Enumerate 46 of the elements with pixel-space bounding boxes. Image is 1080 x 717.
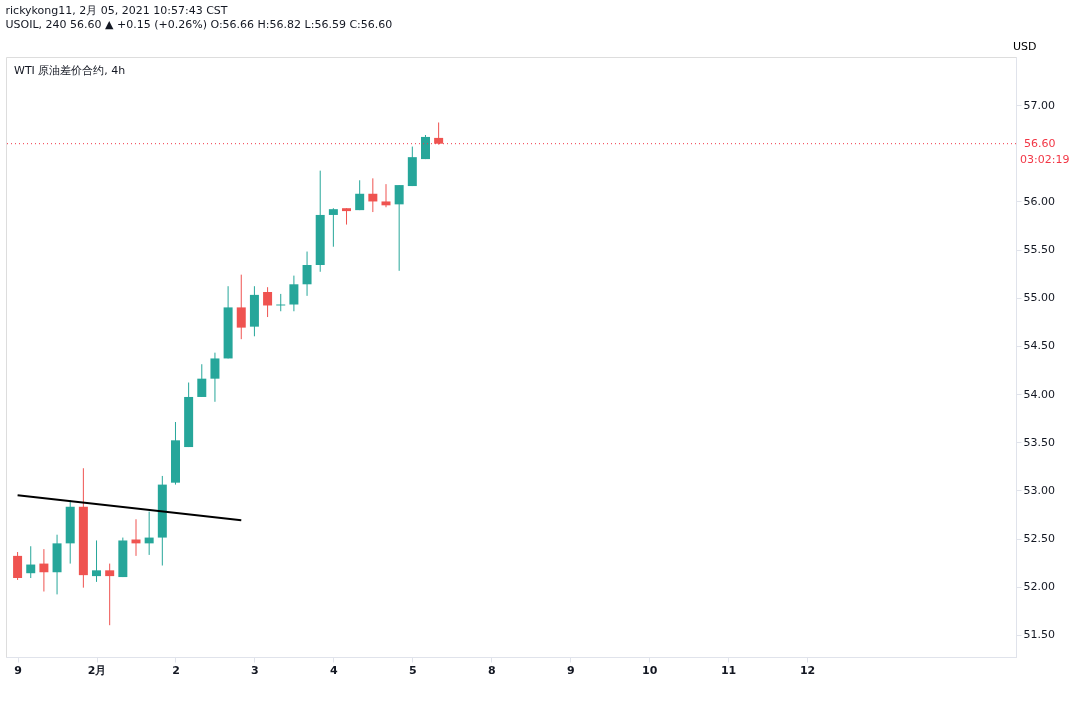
y-tick-label: 52.00 xyxy=(1023,580,1055,594)
x-tick-label: 5 xyxy=(408,663,417,677)
y-tick-label: 53.00 xyxy=(1023,483,1055,497)
chart-title: rickykong11, 2月 05, 2021 10:57:43 CST xyxy=(5,4,228,17)
candlestick xyxy=(39,548,49,593)
x-tick-label: 12 xyxy=(799,663,816,677)
x-tick-label: 2月 xyxy=(87,663,107,677)
annotation: WTI 原油差价合约, 4h xyxy=(14,64,126,77)
y-tick-label: 53.50 xyxy=(1023,435,1055,449)
x-tick-label: 11 xyxy=(720,663,737,677)
x-tick-label: 9 xyxy=(14,663,22,677)
ref-line-label: 56.60 xyxy=(1024,136,1056,150)
candlestick xyxy=(92,539,102,583)
candlestick xyxy=(13,551,23,581)
y-tick-label: 56.00 xyxy=(1023,194,1055,208)
text: 03:02:19 xyxy=(1020,152,1070,166)
candlestick xyxy=(420,134,430,160)
candlestick xyxy=(197,363,207,398)
candlestick xyxy=(302,251,312,297)
candlestick xyxy=(355,179,365,211)
y-tick-label: 55.50 xyxy=(1023,243,1055,257)
y-tick-label: 54.50 xyxy=(1023,339,1055,353)
candlestick xyxy=(289,275,299,312)
y-tick-label: 51.50 xyxy=(1023,628,1055,642)
candlestick xyxy=(263,286,273,318)
x-tick-label: 3 xyxy=(251,663,259,677)
candlestick xyxy=(394,184,404,272)
y-tick-label: 54.00 xyxy=(1023,387,1055,401)
chart-subtitle: USOIL, 240 56.60 ▲ +0.15 (+0.26%) O:56.66 H:56.82 L:56.59 C:56.60 xyxy=(5,18,393,31)
candlestick xyxy=(381,183,391,208)
x-tick-label: 2 xyxy=(172,663,180,677)
x-tick-label: 9 xyxy=(566,663,575,677)
y-tick-label: 57.00 xyxy=(1023,98,1055,112)
candlestick xyxy=(236,274,246,340)
y-tick-label: 55.00 xyxy=(1023,291,1055,305)
y-axis-title: USD xyxy=(1012,39,1037,53)
y-tick-label: 52.50 xyxy=(1023,532,1055,546)
candlestick xyxy=(26,545,36,579)
x-tick-label: 4 xyxy=(330,663,339,677)
candlestick xyxy=(105,563,115,626)
candlestick xyxy=(210,352,220,403)
x-tick-label: 8 xyxy=(487,663,496,677)
candlestick xyxy=(328,207,338,248)
x-tick-label: 10 xyxy=(642,663,658,677)
candlestick xyxy=(368,177,378,213)
candlestick xyxy=(434,121,444,146)
